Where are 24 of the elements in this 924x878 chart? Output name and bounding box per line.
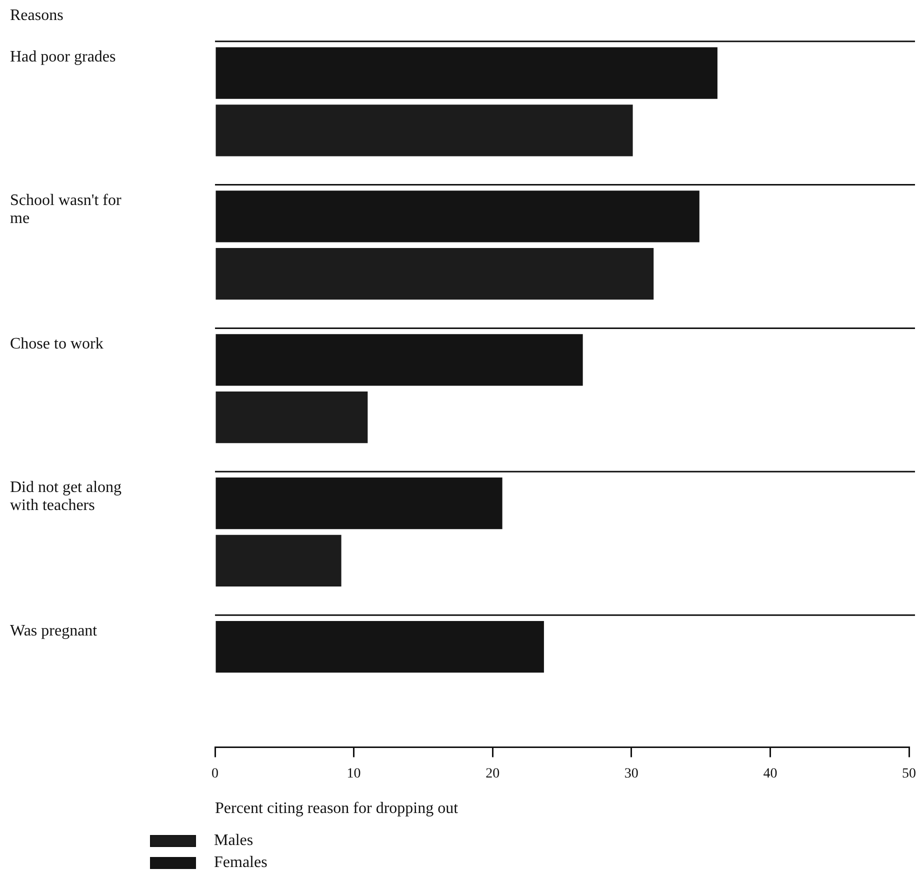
- x-axis-title: Percent citing reason for dropping out: [215, 800, 458, 818]
- x-tick-label: 40: [763, 766, 778, 782]
- y-axis-title: Reasons: [10, 7, 64, 24]
- bar: [216, 47, 718, 99]
- bar: [216, 534, 342, 587]
- y-tick-label: Chose to work: [10, 335, 104, 352]
- x-tick-label: 20: [486, 766, 500, 782]
- bar: [216, 334, 583, 386]
- bar: [216, 391, 368, 444]
- y-tick-label: Was pregnant: [10, 622, 98, 640]
- bar: [216, 190, 700, 242]
- x-tick-label: 30: [624, 766, 638, 782]
- x-tick-label: 0: [212, 766, 218, 782]
- legend-label: Males: [214, 832, 254, 850]
- bar: [216, 248, 654, 300]
- y-tick-label: School wasn't for me: [10, 192, 122, 227]
- y-tick-label: Did not get along with teachers: [10, 478, 122, 514]
- bar: [216, 620, 544, 673]
- y-tick-label: Had poor grades: [10, 48, 116, 66]
- x-tick-label: 50: [902, 766, 916, 782]
- bar: [216, 104, 633, 156]
- legend-label: Females: [214, 854, 268, 872]
- bar: [216, 478, 502, 530]
- x-tick-label: 10: [346, 766, 361, 782]
